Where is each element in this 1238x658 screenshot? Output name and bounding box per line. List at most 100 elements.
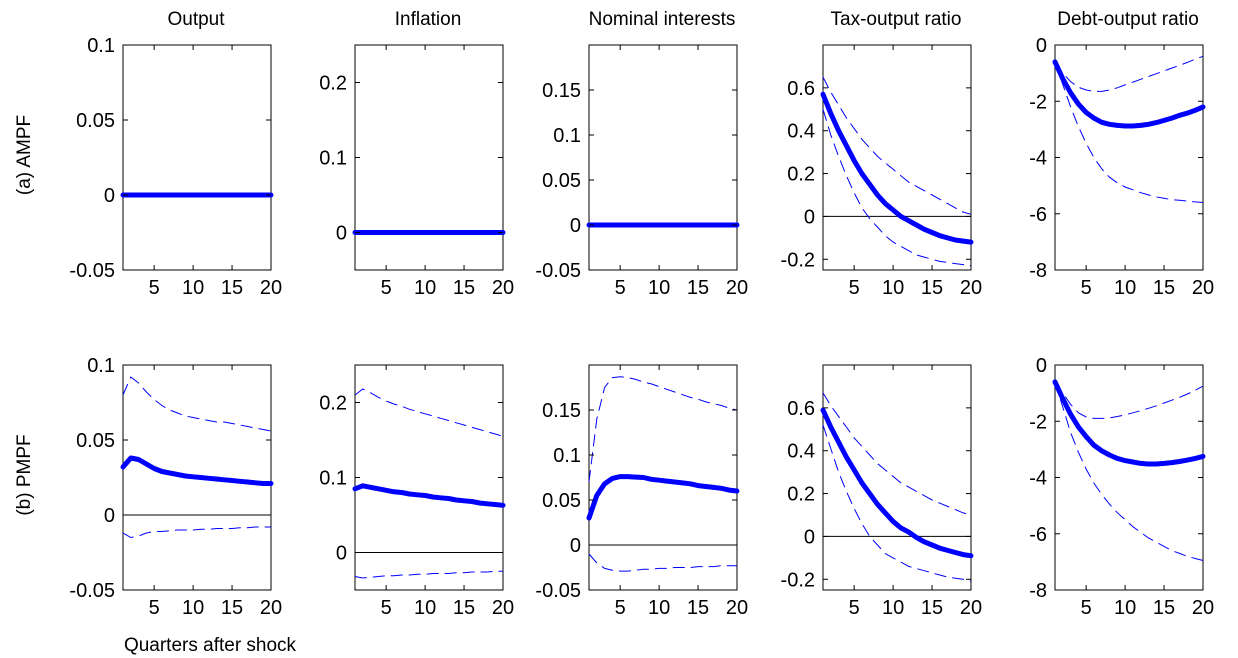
row-label-pmpf: (b) PMPF xyxy=(14,434,35,515)
x-tick-label: 15 xyxy=(221,597,243,619)
mean-response-line xyxy=(820,91,974,245)
y-tick-label: -0.05 xyxy=(69,580,115,602)
y-tick-label: 0.05 xyxy=(542,490,581,512)
panel-a-ampf-inflation: 5 10 15 20 0 0.1 0.2 xyxy=(319,44,514,299)
x-tick-label: 20 xyxy=(960,597,982,619)
mean-response-line xyxy=(1052,379,1206,467)
x-tick-label: 20 xyxy=(960,277,982,299)
panel-b-pmpf-output: 5 10 15 20 -0.05 0 0.05 0.1 xyxy=(69,355,282,619)
x-tick-label: 20 xyxy=(260,277,282,299)
x-tick-label: 15 xyxy=(1153,597,1175,619)
x-tick-label: 5 xyxy=(381,597,392,619)
x-tick-label: 20 xyxy=(260,597,282,619)
y-tick-label: 0.1 xyxy=(87,35,115,57)
y-tick-label: 0.4 xyxy=(787,121,815,143)
x-tick-label: 5 xyxy=(615,277,626,299)
column-title-nominal-interests: Nominal interests xyxy=(589,9,736,30)
upper-band-line xyxy=(822,76,972,215)
y-tick-label: 0 xyxy=(570,535,581,557)
x-tick-label: 20 xyxy=(1192,597,1214,619)
plot-area xyxy=(354,364,504,591)
x-tick-label: 15 xyxy=(687,277,709,299)
x-tick-label: 10 xyxy=(414,277,436,299)
x-tick-label: 15 xyxy=(921,597,943,619)
x-tick-label: 20 xyxy=(726,277,748,299)
y-tick-label: 0 xyxy=(336,223,347,245)
y-tick-label: 0 xyxy=(804,526,815,548)
mean-response-line xyxy=(352,483,506,508)
y-tick-label: 0.1 xyxy=(87,355,115,377)
y-tick-label: -4 xyxy=(1029,148,1047,170)
mean-response-line xyxy=(586,474,740,521)
y-tick-label: -2 xyxy=(1029,411,1047,433)
y-tick-label: 0 xyxy=(336,543,347,565)
x-tick-label: 5 xyxy=(615,597,626,619)
upper-band-line xyxy=(1054,55,1204,92)
y-tick-label: 0 xyxy=(1036,35,1047,57)
panel-b-pmpf-inflation: 5 10 15 20 0 0.1 0.2 xyxy=(319,364,514,619)
x-tick-label: 15 xyxy=(921,277,943,299)
plot-area xyxy=(1054,44,1204,271)
lower-band-line xyxy=(354,570,503,579)
x-tick-label: 15 xyxy=(1153,277,1175,299)
column-title-output: Output xyxy=(167,9,225,30)
x-tick-label: 5 xyxy=(849,277,860,299)
y-tick-label: 0.2 xyxy=(787,484,815,506)
column-title-debt-output-ratio: Debt-output ratio xyxy=(1057,9,1199,30)
y-tick-label: 0.6 xyxy=(787,398,815,420)
x-tick-label: 10 xyxy=(414,597,436,619)
x-tick-label: 10 xyxy=(882,597,904,619)
y-tick-label: -2 xyxy=(1029,91,1047,113)
y-tick-label: 0.6 xyxy=(787,78,815,100)
x-tick-label: 10 xyxy=(182,277,204,299)
plot-area xyxy=(122,44,272,271)
lower-band-line xyxy=(588,553,737,572)
mean-response-line xyxy=(1052,59,1206,129)
y-tick-label: 0 xyxy=(104,505,115,527)
column-title-tax-output-ratio: Tax-output ratio xyxy=(831,9,962,30)
y-tick-label: 0.2 xyxy=(319,73,347,95)
x-tick-label: 15 xyxy=(687,597,709,619)
upper-band-line xyxy=(588,376,738,483)
row-label-ampf: (a) AMPF xyxy=(14,115,35,195)
x-tick-label: 5 xyxy=(1081,277,1092,299)
mean-response-line xyxy=(820,407,974,559)
y-tick-label: -0.05 xyxy=(535,260,581,282)
y-tick-label: 0.1 xyxy=(553,445,581,467)
lower-band-line xyxy=(1054,381,1204,561)
x-tick-label: 5 xyxy=(849,597,860,619)
panel-a-ampf-output: 5 10 15 20 -0.05 0 0.05 0.1 xyxy=(69,35,282,299)
y-tick-label: -4 xyxy=(1029,468,1047,490)
panel-a-ampf-debt-output-ratio: 5 10 15 20 -8 -6 -4 -2 0 xyxy=(1029,35,1214,299)
plot-area xyxy=(588,44,738,271)
y-tick-label: -0.05 xyxy=(535,580,581,602)
x-tick-label: 10 xyxy=(648,597,670,619)
y-tick-label: 0 xyxy=(804,206,815,228)
x-tick-label: 20 xyxy=(1192,277,1214,299)
x-axis-label: Quarters after shock xyxy=(124,635,297,656)
x-tick-label: 20 xyxy=(726,597,748,619)
y-tick-label: 0 xyxy=(1036,355,1047,377)
column-title-inflation: Inflation xyxy=(395,9,462,30)
mean-response-line xyxy=(120,455,274,486)
lower-band-line xyxy=(1054,61,1204,203)
y-tick-label: 0.2 xyxy=(787,164,815,186)
plot-area xyxy=(354,44,504,271)
y-tick-label: -0.05 xyxy=(69,260,115,282)
plot-area xyxy=(822,364,972,591)
y-tick-label: -6 xyxy=(1029,524,1047,546)
y-tick-label: -0.2 xyxy=(781,569,815,591)
y-tick-label: -0.2 xyxy=(781,249,815,271)
y-tick-label: 0 xyxy=(104,185,115,207)
x-tick-label: 10 xyxy=(182,597,204,619)
panel-b-pmpf-debt-output-ratio: 5 10 15 20 -8 -6 -4 -2 0 xyxy=(1029,355,1214,619)
x-tick-label: 10 xyxy=(882,277,904,299)
y-tick-label: 0.4 xyxy=(787,441,815,463)
lower-band-line xyxy=(822,109,972,267)
x-tick-label: 5 xyxy=(149,277,160,299)
y-tick-label: 0.2 xyxy=(319,393,347,415)
y-tick-label: 0.15 xyxy=(542,80,581,102)
x-tick-label: 10 xyxy=(1114,277,1136,299)
